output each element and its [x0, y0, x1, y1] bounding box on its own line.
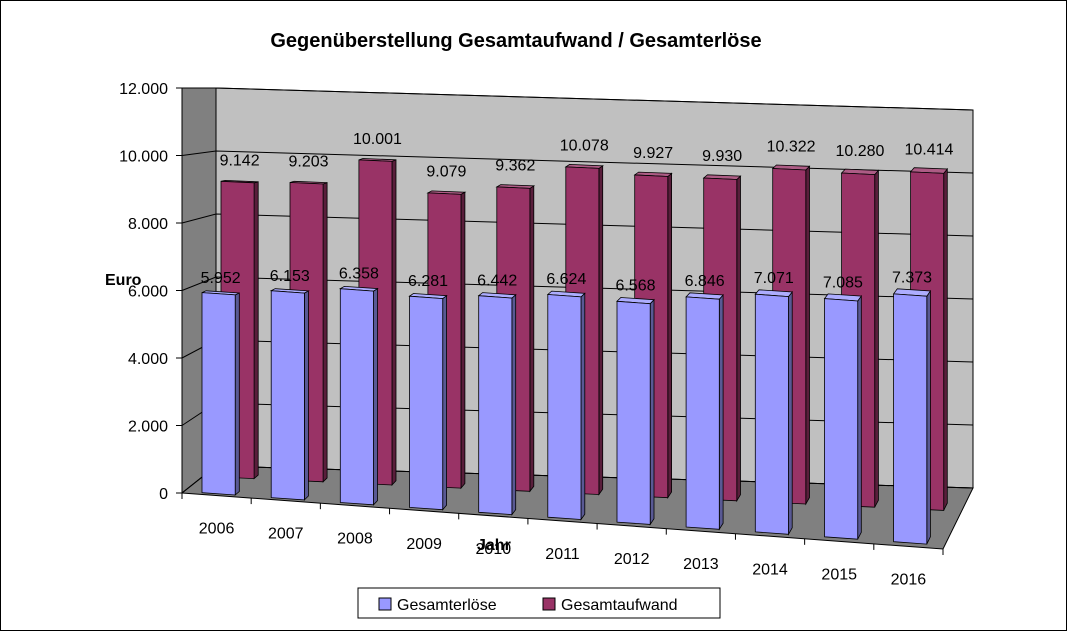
data-label-gesamterloese: 6.153	[270, 268, 310, 285]
x-tick-label: 2014	[752, 561, 788, 578]
chart-title: Gegenüberstellung Gesamtaufwand / Gesamt…	[270, 30, 761, 52]
data-label-gesamtaufwand: 10.280	[836, 143, 885, 160]
bar-front	[894, 294, 927, 544]
bar-front	[479, 296, 512, 515]
bar-front	[617, 301, 650, 524]
chart-svg: Gegenüberstellung Gesamtaufwand / Gesamt…	[1, 1, 1066, 630]
data-label-gesamterloese: 6.358	[339, 266, 379, 283]
data-label-gesamtaufwand: 10.414	[904, 141, 953, 158]
bar-side	[392, 160, 396, 485]
y-tick-label: 8.000	[128, 216, 168, 233]
bar-side	[443, 296, 447, 510]
bar-2015	[825, 294, 862, 539]
bar-side	[581, 293, 585, 519]
data-label-gesamtaufwand: 9.930	[702, 148, 742, 165]
y-tick-label: 10.000	[119, 149, 168, 166]
bar-side	[668, 173, 672, 497]
bar-2016	[894, 289, 931, 544]
bar-front	[548, 295, 581, 520]
data-label-gesamterloese: 7.071	[754, 270, 794, 287]
data-label-gesamterloese: 5.952	[201, 270, 241, 287]
bar-side	[719, 295, 723, 529]
data-label-gesamterloese: 7.085	[823, 274, 863, 291]
bar-front	[410, 296, 443, 510]
data-label-gesamtaufwand: 9.079	[426, 164, 466, 181]
bar-side	[789, 292, 793, 534]
bar-side	[461, 192, 465, 488]
x-axis-title: Jahr	[477, 537, 511, 554]
bar-side	[235, 293, 239, 495]
bar-2014	[755, 290, 792, 535]
bar-side	[944, 169, 948, 510]
bar-2008	[340, 286, 377, 504]
y-tick-label: 2.000	[128, 419, 168, 436]
bar-2012	[617, 298, 654, 525]
bar-side	[323, 183, 327, 482]
bar-side	[927, 291, 931, 544]
bar-2009	[410, 294, 447, 510]
bar-front	[755, 294, 788, 534]
bar-side	[304, 291, 308, 500]
bar-side	[858, 296, 862, 539]
legend-swatch-gesamtaufwand	[543, 598, 555, 610]
legend-label-gesamtaufwand: Gesamtaufwand	[561, 597, 678, 614]
data-label-gesamtaufwand: 10.001	[353, 131, 402, 148]
bar-2013	[686, 293, 723, 530]
chart-frame: Gegenüberstellung Gesamtaufwand / Gesamt…	[0, 0, 1067, 631]
y-tick-label: 12.000	[119, 81, 168, 98]
data-label-gesamterloese: 6.281	[408, 273, 448, 290]
x-tick-label: 2008	[337, 531, 373, 548]
bar-side	[512, 295, 516, 515]
bar-side	[875, 171, 879, 508]
bar-side	[374, 289, 378, 505]
bar-side	[806, 166, 810, 504]
x-tick-label: 2015	[821, 566, 857, 583]
bar-2006	[202, 291, 239, 495]
bar-2007	[271, 289, 308, 500]
data-label-gesamtaufwand: 9.362	[495, 157, 535, 174]
bar-2010	[479, 293, 516, 515]
bar-front	[340, 289, 373, 505]
legend-label-gesamterloese: Gesamterlöse	[397, 597, 497, 614]
x-tick-label: 2011	[545, 546, 580, 563]
y-axis-ticks: 0 2.000 4.000 6.000 8.000 10.000 12.000	[119, 81, 182, 503]
bar-front	[271, 291, 304, 500]
legend-swatch-gesamterloese	[379, 598, 391, 610]
data-label-gesamtaufwand: 10.078	[560, 137, 609, 154]
bar-2011	[548, 291, 585, 519]
data-label-gesamtaufwand: 10.322	[767, 138, 816, 155]
y-axis-title: Euro	[105, 272, 142, 289]
data-label-gesamtaufwand: 9.927	[633, 145, 673, 162]
data-label-gesamterloese: 6.568	[615, 278, 655, 295]
x-tick-label: 2013	[683, 556, 719, 573]
bar-front	[686, 297, 719, 529]
legend: Gesamterlöse Gesamtaufwand	[358, 588, 720, 618]
data-label-gesamterloese: 6.624	[546, 271, 586, 288]
bar-front	[825, 299, 858, 540]
x-tick-label: 2016	[891, 571, 927, 588]
bar-side	[599, 166, 603, 495]
bar-side	[254, 182, 258, 479]
bar-front	[202, 293, 235, 495]
data-label-gesamtaufwand: 9.142	[220, 153, 260, 170]
bar-side	[530, 186, 534, 491]
bar-side	[737, 176, 741, 501]
x-tick-label: 2006	[199, 521, 235, 538]
data-label-gesamterloese: 6.846	[685, 273, 725, 290]
x-tick-label: 2007	[268, 526, 304, 543]
y-tick-label: 0	[159, 486, 168, 503]
data-label-gesamtaufwand: 9.203	[288, 154, 328, 171]
x-tick-label: 2009	[406, 536, 442, 553]
y-tick-label: 4.000	[128, 351, 168, 368]
data-label-gesamterloese: 7.373	[892, 269, 932, 286]
data-label-gesamterloese: 6.442	[477, 272, 517, 289]
bar-side	[650, 300, 654, 525]
x-tick-label: 2012	[614, 551, 650, 568]
